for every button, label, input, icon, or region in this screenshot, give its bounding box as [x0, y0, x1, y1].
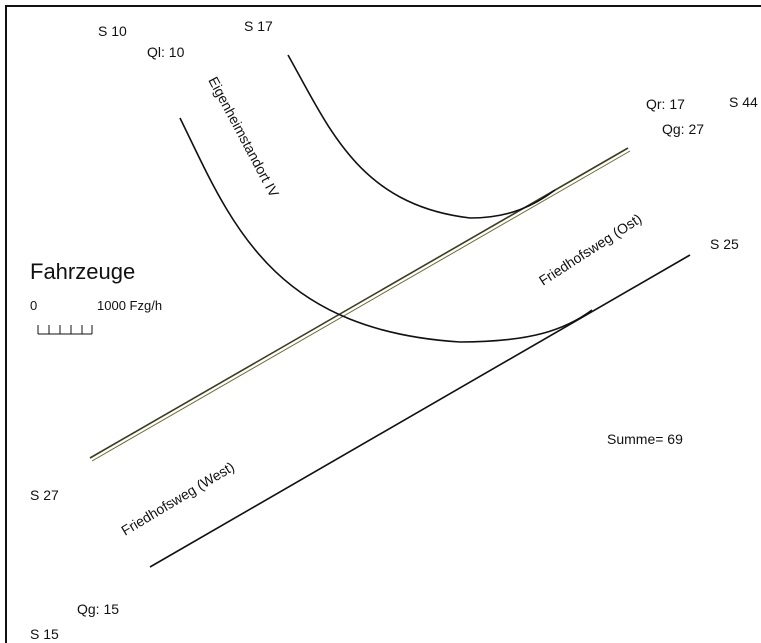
- node-label: S 44: [729, 94, 758, 110]
- road-main-edge: [91, 150, 631, 462]
- curve-upper: [287, 54, 556, 219]
- road-main: [89, 147, 629, 459]
- scale-start: 0: [30, 298, 37, 313]
- node-label: S 15: [30, 626, 59, 642]
- road-lower: [149, 254, 691, 568]
- curve-lower: [179, 117, 593, 343]
- node-label: S 17: [244, 18, 273, 34]
- node-label: Ql: 10: [147, 44, 185, 60]
- node-label: S 10: [98, 23, 127, 39]
- node-label: S 27: [30, 487, 59, 503]
- legend-title: Fahrzeuge: [30, 259, 135, 284]
- node-label: Qr: 17: [646, 96, 685, 112]
- node-label: S 25: [710, 236, 739, 252]
- frame: [5, 5, 761, 643]
- summary: Summe= 69: [607, 431, 683, 447]
- scale-end: 1000 Fzg/h: [97, 298, 162, 313]
- node-label: Qg: 27: [662, 121, 704, 137]
- node-label: Qg: 15: [77, 601, 119, 617]
- scale-bar: [37, 325, 93, 335]
